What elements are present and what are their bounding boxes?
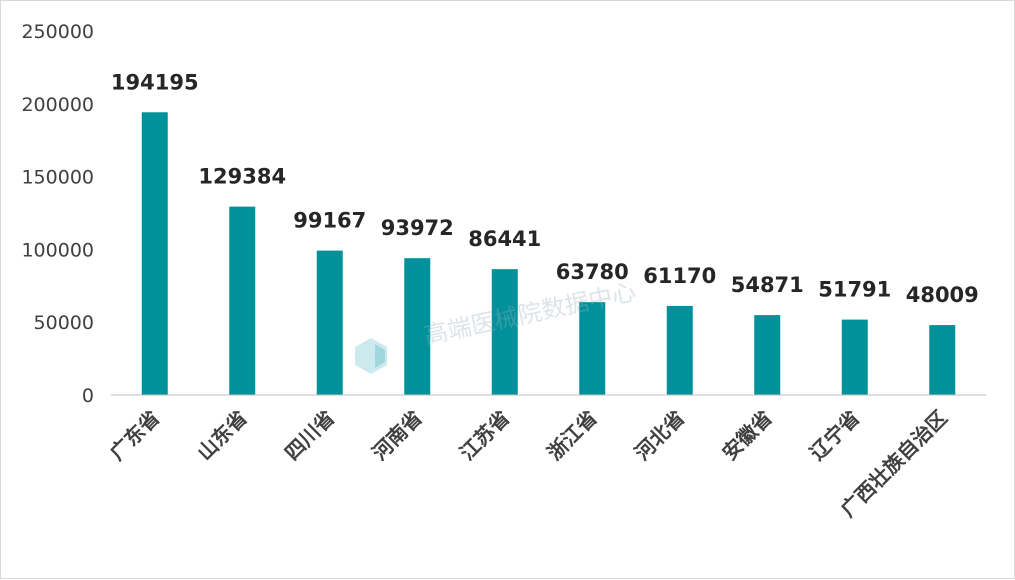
- data-label: 54871: [731, 273, 804, 297]
- bar: [579, 302, 606, 395]
- y-tick-label: 50000: [34, 312, 94, 334]
- data-label: 48009: [906, 283, 979, 307]
- x-tick-label: 安徽省: [717, 406, 776, 465]
- bars: [141, 112, 956, 396]
- x-tick-label: 四川省: [280, 406, 339, 465]
- x-tick-label: 广东省: [105, 406, 164, 465]
- bar: [929, 325, 956, 395]
- bar: [404, 258, 431, 395]
- data-label: 129384: [198, 165, 286, 189]
- bar: [491, 269, 518, 395]
- x-tick-label: 浙江省: [542, 406, 601, 465]
- y-axis-ticks: 0 50000 100000 150000 200000 250000: [21, 21, 94, 407]
- data-label: 63780: [556, 260, 629, 284]
- y-tick-label: 100000: [21, 239, 94, 261]
- watermark-text: 高端医械院数据中心: [421, 278, 638, 350]
- y-tick-label: 0: [82, 385, 94, 407]
- bar: [141, 112, 168, 396]
- bar: [229, 206, 256, 395]
- bar: [841, 319, 868, 395]
- x-tick-label: 辽宁省: [805, 406, 864, 465]
- data-label: 99167: [293, 209, 366, 233]
- x-tick-label: 河南省: [367, 406, 426, 465]
- bar: [754, 315, 781, 395]
- x-tick-label: 河北省: [630, 406, 689, 465]
- bar: [316, 250, 343, 395]
- data-label: 51791: [818, 278, 891, 302]
- data-label: 194195: [111, 70, 199, 94]
- y-tick-label: 200000: [21, 94, 94, 116]
- data-label: 86441: [468, 227, 541, 251]
- y-tick-label: 250000: [21, 21, 94, 43]
- bar: [666, 305, 693, 395]
- data-labels: 194195 129384 99167 93972 86441 63780 61170 548…: [111, 70, 979, 307]
- y-tick-label: 150000: [21, 167, 94, 189]
- data-label: 93972: [381, 216, 454, 240]
- watermark-logo-icon: [355, 338, 387, 374]
- data-label: 61170: [643, 264, 716, 288]
- x-tick-label: 山东省: [192, 406, 251, 465]
- x-tick-label: 江苏省: [455, 406, 514, 465]
